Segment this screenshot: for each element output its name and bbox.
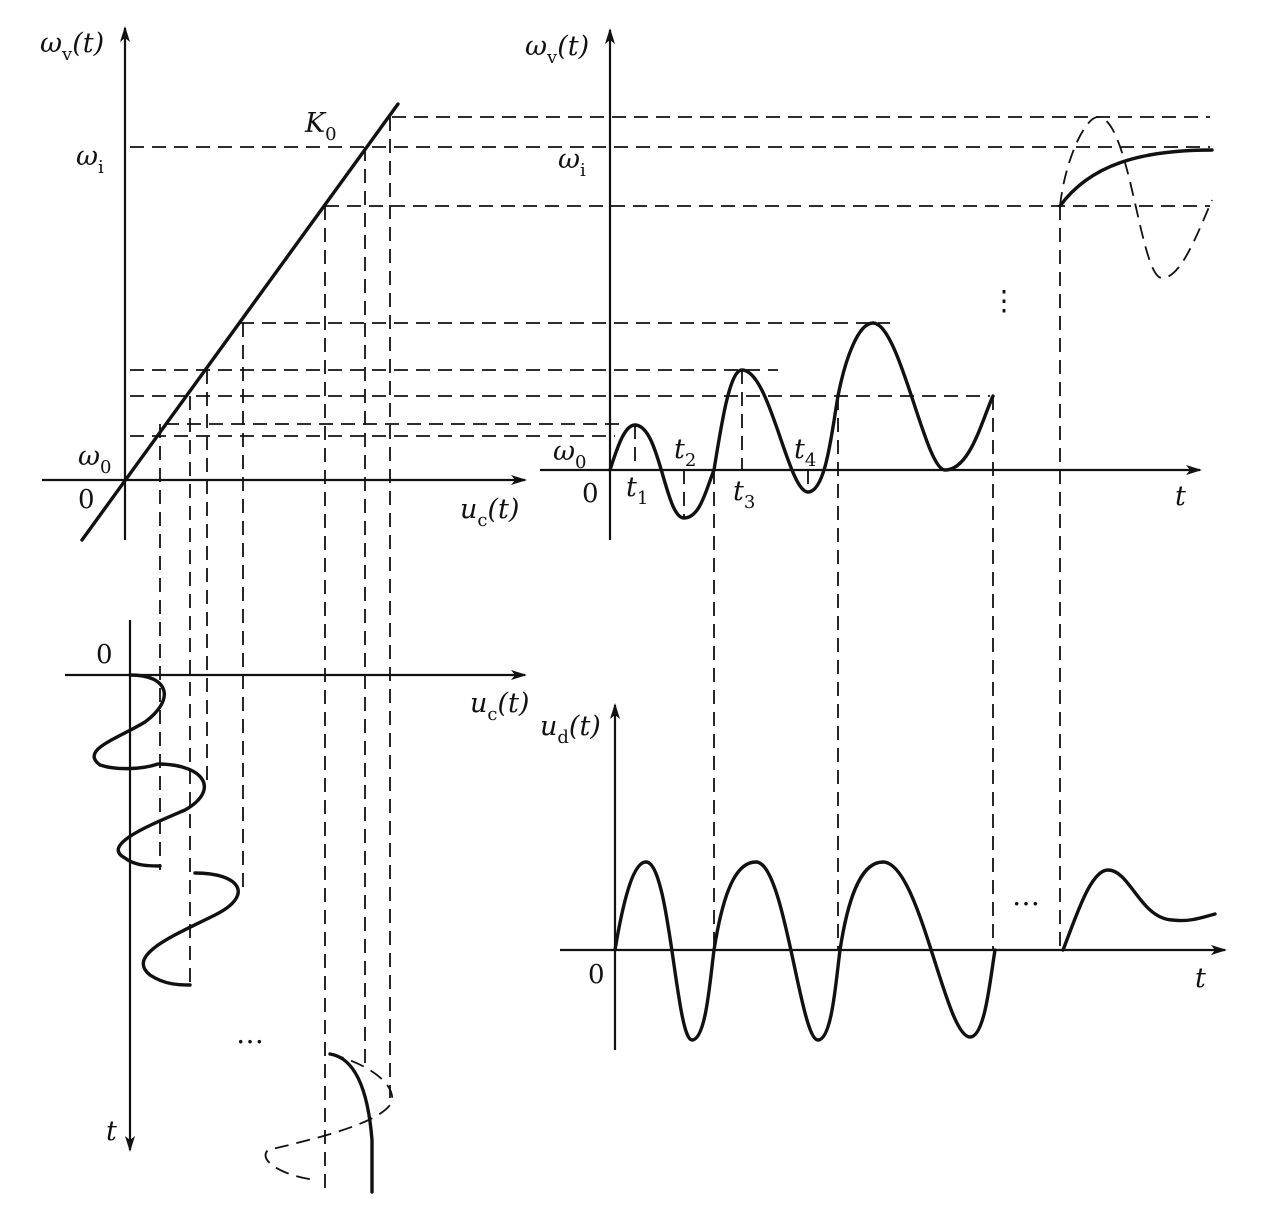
origin-label-lower-left: 0 <box>96 640 113 670</box>
omega-v-label-right: ωv(t) <box>525 31 589 68</box>
omega-v-time-panel: ωv(t) ωi ω0 0 t t1 t2 t3 t4 ⋮ <box>525 28 1214 950</box>
ud-wave-2 <box>712 860 842 1042</box>
omega-v-wave-2 <box>712 368 840 494</box>
t2-label: t2 <box>674 434 696 471</box>
k0-line <box>80 102 400 542</box>
ellipsis-lower-right: … <box>1012 879 1040 912</box>
origin-label-lower-right: 0 <box>588 960 605 990</box>
omega-0-label: ω0 <box>78 441 111 478</box>
origin-label-right: 0 <box>582 479 599 509</box>
omega-v-final-curve <box>1058 148 1214 208</box>
uc-wave-2 <box>116 762 206 868</box>
uc-final-curve <box>328 1052 374 1194</box>
ud-final-curve <box>1061 868 1217 952</box>
ellipsis-right-vertical: ⋮ <box>990 284 1018 317</box>
ellipsis-lower-left: … <box>236 1017 264 1050</box>
t-label-right: t <box>1175 481 1186 512</box>
uc-time-panel: 0 uc(t) t … <box>65 620 529 1194</box>
uc-label-lower: uc(t) <box>470 688 529 725</box>
ud-label: ud(t) <box>540 711 601 748</box>
omega-v-wave-3 <box>836 321 995 472</box>
vco-characteristic-panel: ωv(t) ωi ω0 0 uc(t) K0 <box>40 26 1210 1190</box>
uc-final-dashed <box>264 1053 393 1181</box>
omega-v-wave-1 <box>608 423 716 520</box>
omega-i-label: ωi <box>76 141 104 178</box>
ud-wave-1 <box>613 860 716 1042</box>
ud-wave-3 <box>838 860 997 1039</box>
omega-v-final-dashed <box>1059 116 1213 279</box>
t-label-lower-left: t <box>106 1116 117 1147</box>
origin-label: 0 <box>78 485 95 515</box>
omega-i-label-right: ωi <box>558 144 586 181</box>
t3-label: t3 <box>733 476 755 513</box>
t4-label: t4 <box>794 434 816 471</box>
omega-0-label-right: ω0 <box>553 436 586 473</box>
uc-wave-1 <box>92 673 166 771</box>
omega-v-label: ωv(t) <box>40 28 104 65</box>
t1-label: t1 <box>626 472 648 509</box>
uc-wave-3 <box>141 871 240 987</box>
k0-label: K0 <box>304 108 337 145</box>
uc-label-upper: uc(t) <box>460 494 519 531</box>
ud-time-panel: ud(t) 0 t … <box>540 703 1227 1050</box>
t-label-lower-right: t <box>1195 963 1206 994</box>
